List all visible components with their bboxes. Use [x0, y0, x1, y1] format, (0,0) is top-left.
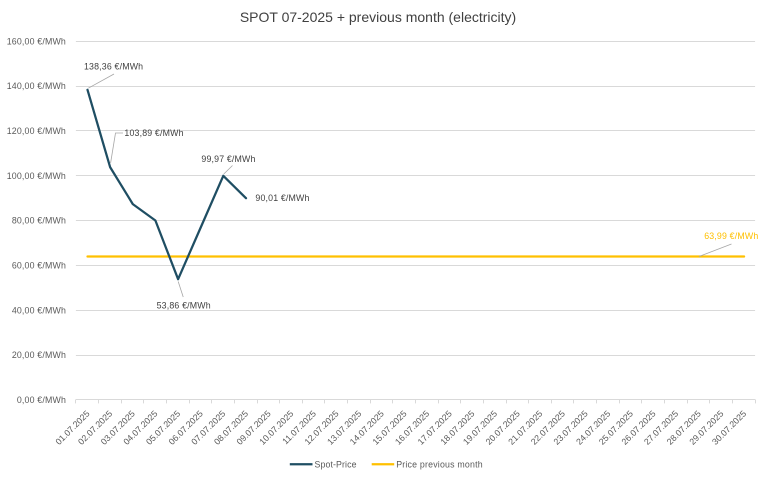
svg-text:140,00 €/MWh: 140,00 €/MWh	[7, 81, 66, 91]
svg-text:103,89 €/MWh: 103,89 €/MWh	[124, 128, 183, 138]
svg-text:Price previous month: Price previous month	[396, 459, 483, 469]
svg-text:100,00 €/MWh: 100,00 €/MWh	[7, 171, 66, 181]
svg-text:Spot-Price: Spot-Price	[315, 459, 357, 469]
svg-text:60,00 €/MWh: 60,00 €/MWh	[12, 261, 66, 271]
svg-text:20,00 €/MWh: 20,00 €/MWh	[12, 350, 66, 360]
svg-text:120,00 €/MWh: 120,00 €/MWh	[7, 126, 66, 136]
svg-text:SPOT 07-2025 + previous month: SPOT 07-2025 + previous month (electrici…	[240, 9, 516, 25]
svg-text:160,00 €/MWh: 160,00 €/MWh	[7, 36, 66, 46]
svg-text:53,86 €/MWh: 53,86 €/MWh	[157, 301, 211, 311]
svg-text:63,99 €/MWh: 63,99 €/MWh	[704, 231, 758, 241]
svg-text:90,01 €/MWh: 90,01 €/MWh	[255, 193, 309, 203]
svg-text:40,00 €/MWh: 40,00 €/MWh	[12, 305, 66, 315]
svg-text:80,00 €/MWh: 80,00 €/MWh	[12, 216, 66, 226]
svg-text:0,00 €/MWh: 0,00 €/MWh	[17, 395, 66, 405]
svg-text:99,97 €/MWh: 99,97 €/MWh	[201, 154, 255, 164]
svg-text:138,36 €/MWh: 138,36 €/MWh	[84, 62, 143, 72]
